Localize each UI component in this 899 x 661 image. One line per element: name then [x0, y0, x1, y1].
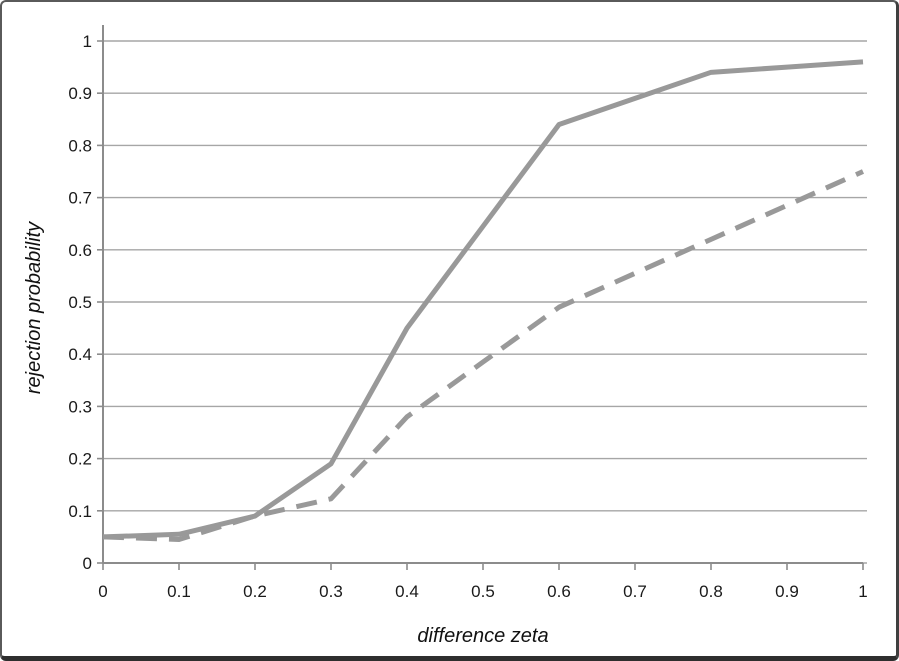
y-axis-title: rejection probability — [23, 221, 45, 394]
x-tick-label: 0.9 — [775, 582, 799, 601]
y-tick-label: 0.6 — [68, 241, 92, 260]
tick-labels: 0 0.1 0.2 0.3 0.4 0.5 0.6 0.7 0.8 0.9 1 0 0.1 0.2 0.3 0… — [68, 32, 867, 601]
x-tick-label: 0.1 — [167, 582, 191, 601]
x-tick-label: 0.7 — [623, 582, 647, 601]
x-tick-label: 0.6 — [547, 582, 571, 601]
y-tick-label: 0.1 — [68, 502, 92, 521]
y-tick-label: 0.3 — [68, 397, 92, 416]
y-tick-label: 1 — [83, 32, 92, 51]
x-tick-label: 1 — [858, 582, 867, 601]
y-tick-label: 0.7 — [68, 189, 92, 208]
y-tick-label: 0.2 — [68, 450, 92, 469]
y-tick-label: 0.4 — [68, 345, 92, 364]
y-tick-label: 0 — [83, 554, 92, 573]
x-tick-label: 0.4 — [395, 582, 419, 601]
x-axis-title: difference zeta — [417, 625, 548, 647]
x-tick-label: 0 — [98, 582, 107, 601]
dashed-line — [102, 169, 865, 543]
solid-line — [102, 59, 864, 540]
y-tick-label: 0.8 — [68, 136, 92, 155]
axes — [97, 25, 864, 570]
x-tick-label: 0.2 — [243, 582, 267, 601]
x-tick-label: 0.8 — [699, 582, 723, 601]
x-tick-label: 0.5 — [471, 582, 495, 601]
y-tick-label: 0.9 — [68, 84, 92, 103]
gridlines — [103, 40, 867, 564]
y-tick-label: 0.5 — [68, 293, 92, 312]
data-series — [102, 59, 865, 543]
x-tick-label: 0.3 — [319, 582, 343, 601]
